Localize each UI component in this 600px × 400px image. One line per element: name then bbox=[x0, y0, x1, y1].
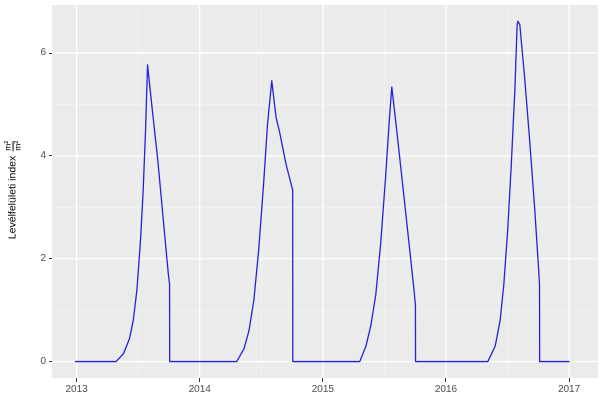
x-axis-tick-mark bbox=[445, 378, 447, 382]
plot-canvas bbox=[52, 5, 598, 378]
x-axis-tick-mark bbox=[568, 378, 570, 382]
plot-panel bbox=[52, 5, 598, 378]
y-axis-tick-label: 4 bbox=[40, 149, 46, 161]
x-axis-tick-label: 2017 bbox=[557, 384, 581, 395]
lai-line bbox=[74, 20, 570, 363]
y-axis-tick-label: 0 bbox=[40, 355, 46, 367]
y-axis-tick-label: 2 bbox=[40, 252, 46, 264]
x-axis-tick-mark bbox=[199, 378, 201, 382]
y-axis-tick-mark bbox=[48, 52, 52, 54]
x-axis-tick-label: 2013 bbox=[65, 384, 88, 395]
y-axis-tick-mark bbox=[48, 361, 52, 363]
y-axis-title-text: Levélfelületi index bbox=[7, 155, 19, 240]
x-axis-tick-mark bbox=[322, 378, 324, 382]
x-axis-tick-mark bbox=[76, 378, 78, 382]
x-axis-tick-label: 2015 bbox=[311, 384, 334, 395]
y-axis-tick-mark bbox=[48, 258, 52, 260]
x-axis-tick-label: 2016 bbox=[434, 384, 458, 395]
x-axis-tick-label: 2014 bbox=[188, 384, 211, 395]
y-axis-tick-mark bbox=[48, 155, 52, 157]
y-axis-tick-label: 6 bbox=[40, 47, 46, 59]
